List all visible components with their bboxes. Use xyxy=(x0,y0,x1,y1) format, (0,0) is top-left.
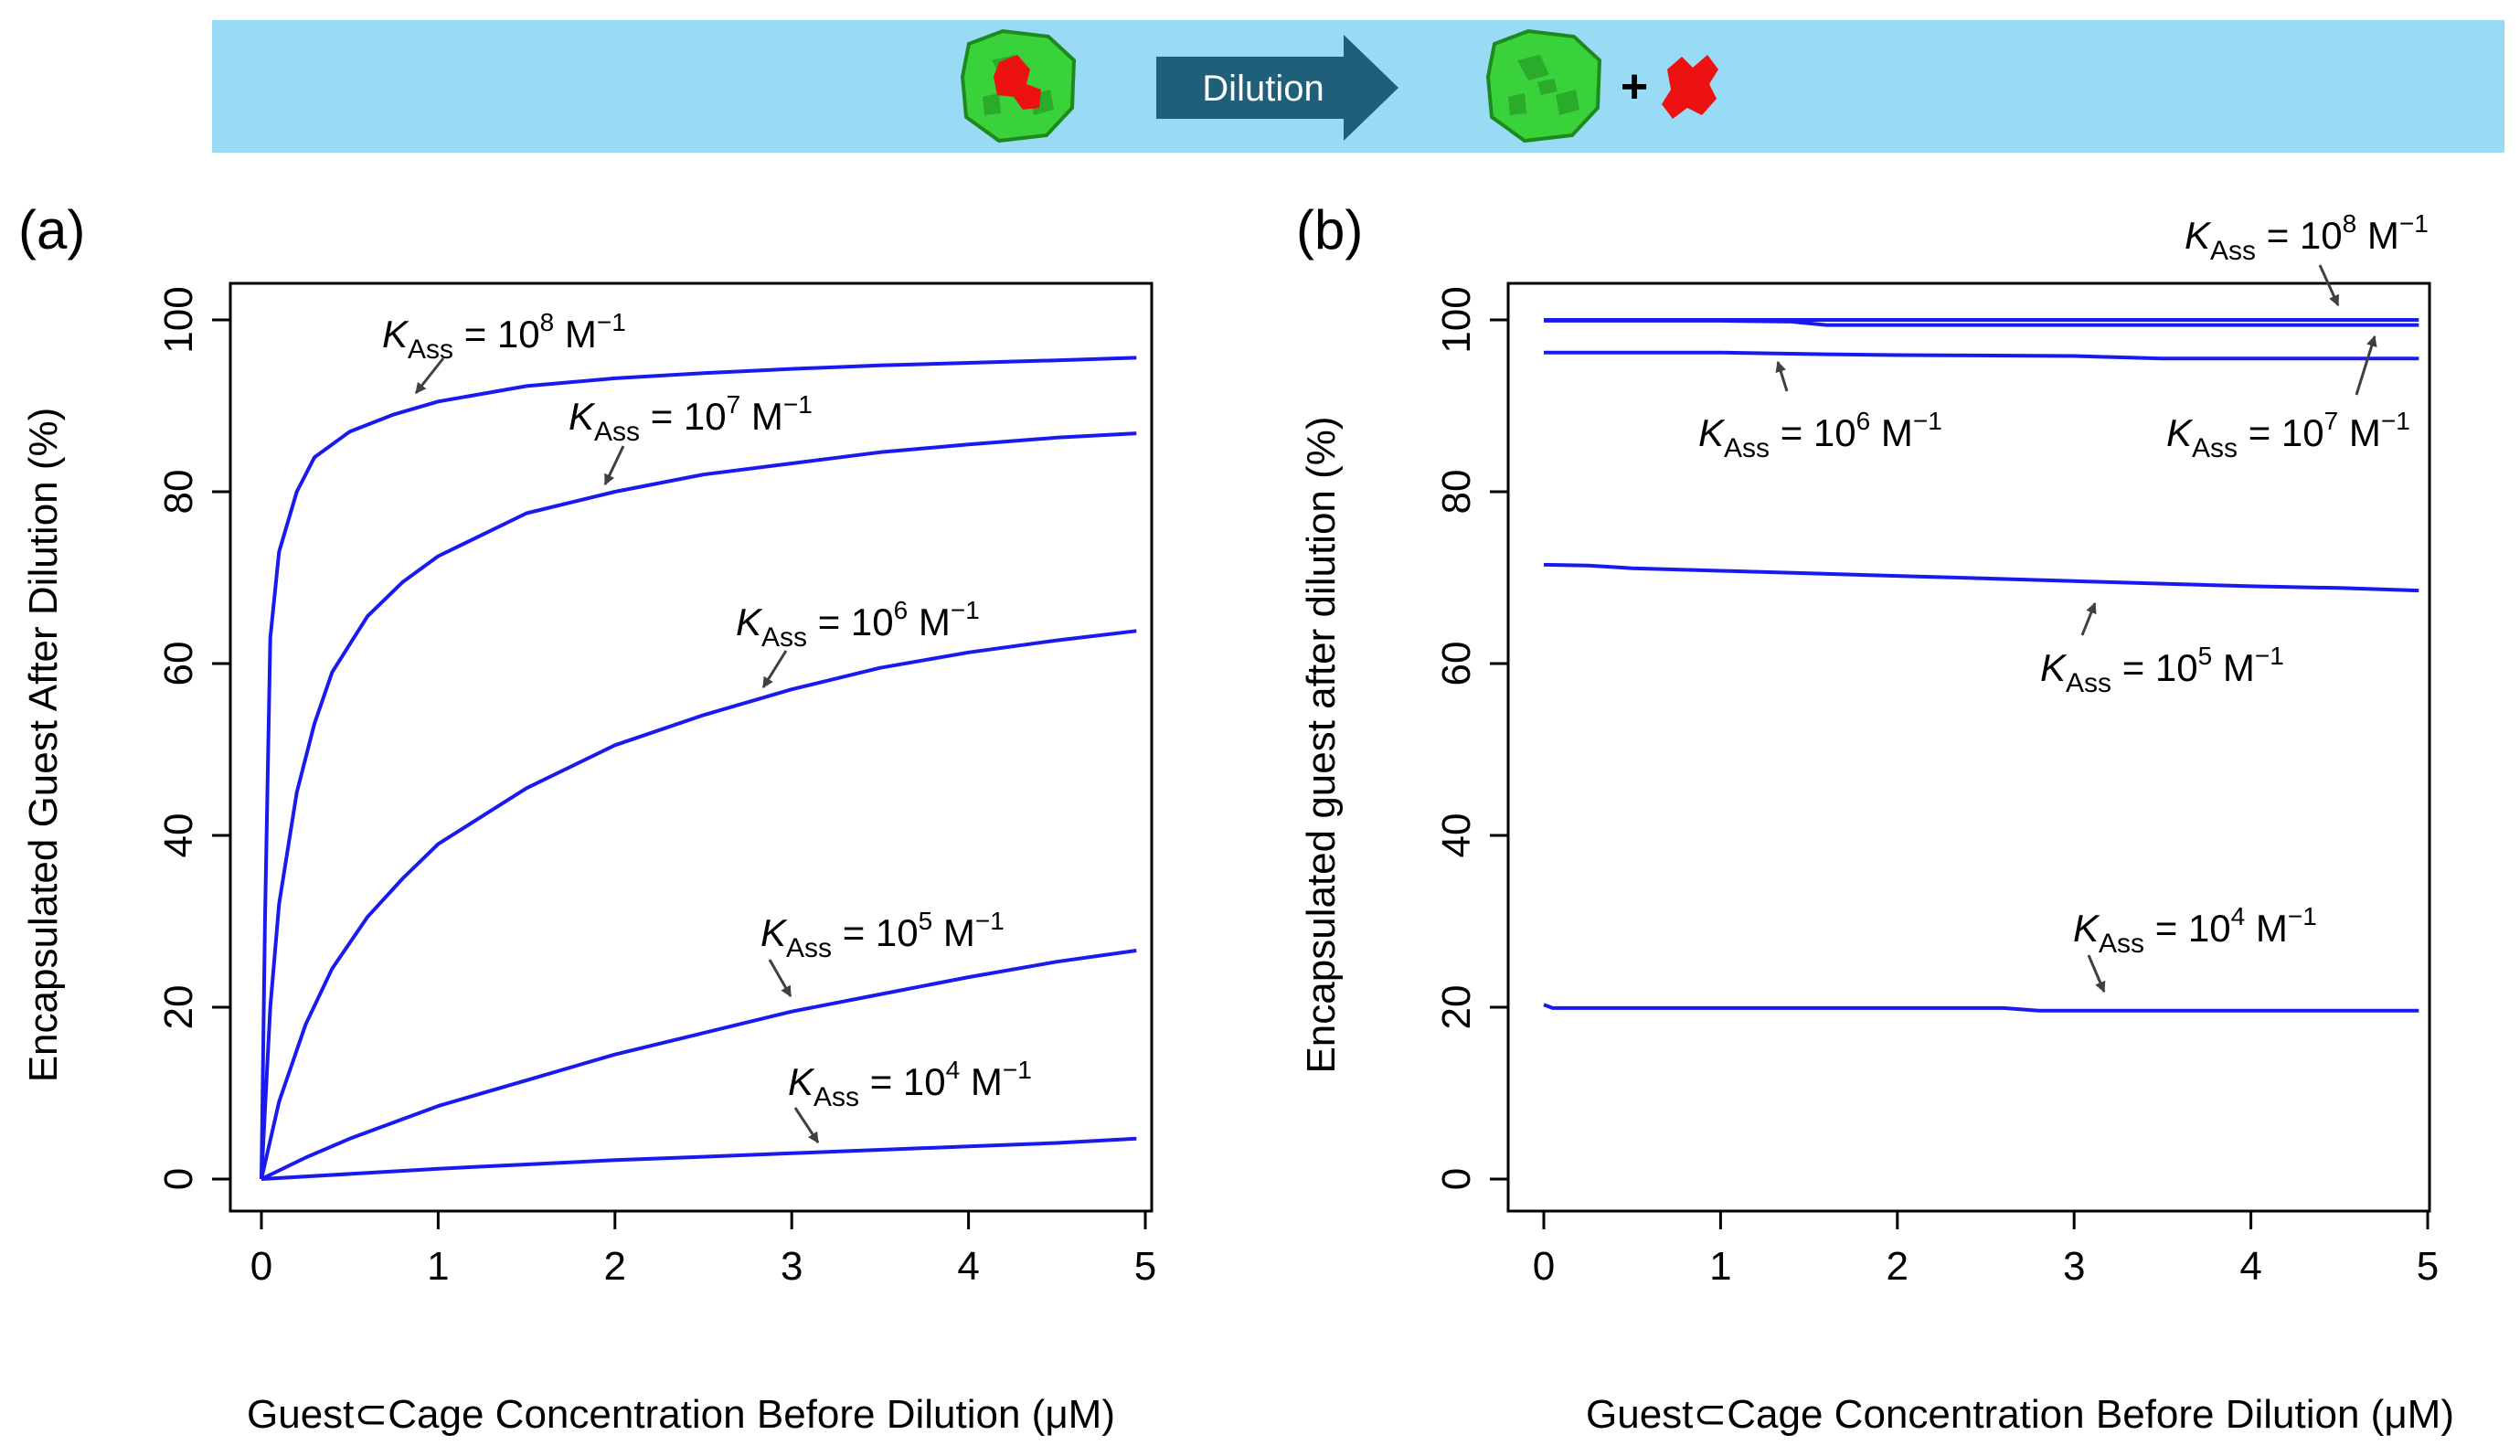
x-tick-label-5: 5 xyxy=(1134,1244,1156,1289)
y-tick-label-100: 100 xyxy=(1434,286,1479,353)
series-line-b-1 xyxy=(1544,318,2419,327)
dilution-banner: Dilution + xyxy=(212,20,2504,153)
series-label-a-4: KAss = 104 M−1 xyxy=(788,1056,1032,1112)
x-tick-label-3: 3 xyxy=(781,1244,803,1289)
y-tick-label-100: 100 xyxy=(156,286,201,353)
series-label-arrow-a-0 xyxy=(414,357,445,394)
series-lines-b xyxy=(1543,318,2419,1013)
x-axis-b: 0 1 2 3 4 5 xyxy=(1533,1211,2439,1289)
series-line-b-4 xyxy=(1543,1003,2419,1013)
y-axis-label-a: Encapsulated Guest After Dilution (%) xyxy=(21,408,66,1083)
y-axis-b: 0 20 40 60 80 100 xyxy=(1434,286,1508,1190)
series-line-a-0 xyxy=(260,356,1137,1180)
y-axis-label-b: Encapsulated guest after dilution (%) xyxy=(1299,416,1344,1073)
plot-frame-a xyxy=(229,282,1154,1213)
annotations-a: KAss = 108 M−1 KAss = 107 M−1 KAss = 106 M… xyxy=(382,308,1032,1144)
chart-panel-b: (b) 0 1 2 3 4 5 0 20 40 60 80 100 Guest⊂Cage Conce… xyxy=(1296,199,2454,1437)
series-label-a-3: KAss = 105 M−1 xyxy=(760,907,1005,963)
series-label-b-3: KAss = 105 M−1 xyxy=(2040,642,2284,698)
series-label-arrow-b-3 xyxy=(2080,601,2097,636)
series-line-a-1 xyxy=(260,431,1137,1180)
x-tick-label-1: 1 xyxy=(427,1244,449,1289)
x-tick-label-2: 2 xyxy=(604,1244,626,1289)
x-tick-label-2: 2 xyxy=(1887,1244,1909,1289)
free-guest-icon xyxy=(1662,55,1718,119)
series-label-arrow-b-4 xyxy=(2087,954,2106,994)
series-label-arrow-a-2 xyxy=(761,650,788,689)
x-axis-label-b: Guest⊂Cage Concentration Before Dilution… xyxy=(1586,1392,2454,1437)
y-axis-a: 0 20 40 60 80 100 xyxy=(156,286,230,1190)
plus-sign: + xyxy=(1621,60,1648,113)
y-tick-label-20: 20 xyxy=(156,985,201,1030)
series-line-b-3 xyxy=(1543,562,2419,593)
x-tick-label-3: 3 xyxy=(2063,1244,2085,1289)
y-tick-label-80: 80 xyxy=(156,470,201,515)
series-label-arrow-b-1 xyxy=(2355,335,2377,396)
y-tick-label-0: 0 xyxy=(1434,1168,1479,1190)
series-label-b-0: KAss = 108 M−1 xyxy=(2185,209,2429,266)
x-tick-label-1: 1 xyxy=(1709,1244,1731,1289)
y-tick-label-40: 40 xyxy=(156,813,201,858)
y-tick-label-20: 20 xyxy=(1434,985,1479,1030)
y-tick-label-60: 60 xyxy=(156,642,201,686)
series-label-arrow-a-1 xyxy=(603,445,625,486)
annotations-b: KAss = 108 M−1 KAss = 107 M−1 KAss = 106 M… xyxy=(1698,209,2429,994)
y-tick-label-40: 40 xyxy=(1434,813,1479,858)
series-label-arrow-b-2 xyxy=(1775,360,1789,392)
y-tick-label-60: 60 xyxy=(1434,642,1479,686)
x-tick-label-5: 5 xyxy=(2417,1244,2439,1289)
x-tick-label-4: 4 xyxy=(957,1244,979,1289)
series-label-arrow-a-3 xyxy=(768,959,792,998)
y-tick-label-80: 80 xyxy=(1434,470,1479,515)
dilution-arrow-label: Dilution xyxy=(1202,69,1324,109)
series-lines-a xyxy=(260,356,1137,1181)
empty-cage-icon xyxy=(1485,28,1602,143)
x-tick-label-0: 0 xyxy=(250,1244,272,1289)
x-axis-label-a: Guest⊂Cage Concentration Before Dilution… xyxy=(247,1392,1115,1437)
series-label-a-2: KAss = 106 M−1 xyxy=(736,596,980,653)
x-tick-label-0: 0 xyxy=(1533,1244,1555,1289)
panel-label-b: (b) xyxy=(1296,199,1363,260)
cage-with-guest-icon xyxy=(960,28,1077,143)
dilution-arrow: Dilution xyxy=(1156,35,1398,141)
chart-panel-a: (a) 0 1 2 3 4 5 0 20 40 60 80 100 Guest⊂Cage Conce… xyxy=(18,199,1156,1437)
x-tick-label-4: 4 xyxy=(2239,1244,2261,1289)
series-line-b-2 xyxy=(1544,350,2419,361)
series-line-a-2 xyxy=(260,629,1137,1180)
series-label-arrow-a-4 xyxy=(793,1107,820,1144)
series-label-a-1: KAss = 107 M−1 xyxy=(569,390,813,447)
series-label-b-4: KAss = 104 M−1 xyxy=(2073,902,2317,959)
series-line-a-3 xyxy=(261,949,1137,1181)
y-tick-label-0: 0 xyxy=(156,1168,201,1190)
series-label-b-1: KAss = 107 M−1 xyxy=(2166,407,2410,463)
series-line-a-4 xyxy=(261,1136,1137,1181)
series-label-b-2: KAss = 106 M−1 xyxy=(1698,407,1942,463)
panel-label-a: (a) xyxy=(18,199,85,260)
x-axis-a: 0 1 2 3 4 5 xyxy=(250,1211,1156,1289)
series-label-a-0: KAss = 108 M−1 xyxy=(382,308,626,365)
plot-frame-b xyxy=(1506,282,2431,1213)
series-label-arrow-b-0 xyxy=(2318,264,2340,307)
